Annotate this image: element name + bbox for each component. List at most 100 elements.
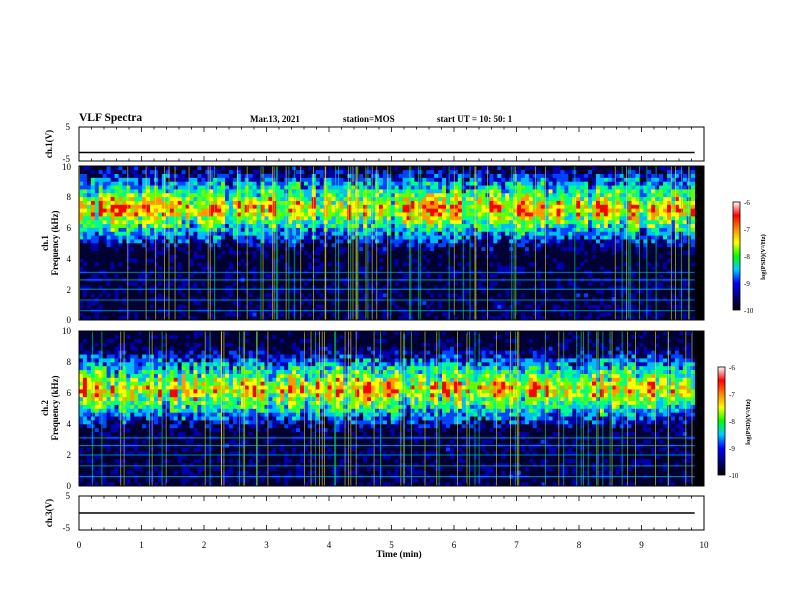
spectrogram-cell — [236, 196, 242, 201]
spectrogram-cell — [153, 169, 159, 174]
spectrogram-cell — [197, 173, 202, 178]
spectrogram-cell — [505, 189, 510, 194]
spectrogram-cell — [453, 250, 459, 255]
spectrogram-cell — [181, 239, 186, 244]
spectrogram-cell — [146, 219, 151, 225]
spectrogram-cell — [343, 239, 348, 244]
spectrogram-cell — [315, 185, 321, 190]
spectrogram-cell — [193, 262, 198, 267]
spectrogram-cell — [165, 212, 171, 217]
spectrogram-cell — [394, 273, 400, 278]
spectrogram-cell — [481, 231, 486, 236]
spectrogram-cell — [497, 243, 502, 248]
spectrogram-cell — [213, 204, 218, 209]
spectrogram-cell — [240, 204, 246, 209]
spectrogram-cell — [228, 192, 234, 198]
spectrogram-cell — [540, 239, 546, 244]
spectrogram-cell — [331, 296, 336, 302]
spectrogram-cell — [146, 285, 151, 290]
spectrogram-cell — [189, 216, 194, 221]
spectrogram-cell — [461, 177, 467, 182]
spectrogram-cell — [446, 227, 451, 232]
spectrogram-cell — [513, 196, 518, 201]
spectrogram-cell — [465, 266, 471, 271]
spectrogram-cell — [402, 235, 407, 240]
spectrogram-cell — [82, 262, 88, 267]
spectrogram-cell — [173, 239, 179, 244]
spectrogram-cell — [319, 304, 325, 309]
spectrogram-cell — [276, 177, 281, 182]
spectrogram-cell — [339, 219, 344, 225]
spectrogram-cell — [102, 204, 107, 209]
spectrogram-cell — [102, 281, 107, 286]
spectrogram-cell — [501, 239, 506, 244]
spectrogram-cell — [461, 316, 467, 321]
spectrogram-cell — [157, 166, 163, 171]
spectrogram-cell — [217, 216, 222, 221]
spectrogram-cell — [134, 312, 139, 317]
spectrogram-cell — [217, 181, 222, 186]
spectrogram-cell — [307, 316, 313, 321]
spectrogram-cell — [153, 235, 159, 240]
spectrogram-cell — [347, 219, 352, 225]
spectrogram-cell — [513, 166, 518, 171]
spectrogram-cell — [303, 166, 309, 171]
spectrogram-cell — [217, 250, 222, 255]
spectrogram-cell — [189, 177, 194, 182]
spectrogram-cell — [489, 235, 494, 240]
spectrogram-cell — [453, 177, 459, 182]
spectrogram-cell — [343, 173, 348, 178]
spectrogram-cell — [513, 273, 518, 278]
spectrogram-cell — [79, 185, 84, 190]
spectrogram-cell — [501, 289, 506, 294]
spectrogram-cell — [367, 169, 372, 174]
spectrogram-cell — [556, 169, 561, 174]
spectrogram-cell — [79, 266, 84, 271]
spectrogram-cell — [110, 212, 115, 217]
spectrogram-cell — [434, 208, 439, 213]
spectrogram-cell — [268, 173, 273, 178]
spectrogram-cell — [327, 285, 332, 290]
spectrogram-cell — [217, 231, 222, 236]
spectrogram-cell — [453, 227, 459, 232]
spectrogram-cell — [493, 316, 498, 321]
spectrogram-cell — [205, 200, 210, 205]
spectrogram-cell — [489, 227, 494, 232]
spectrogram-cell — [402, 166, 407, 171]
spectrogram-cell — [449, 262, 455, 267]
spectrogram-cell — [311, 304, 317, 309]
spectrogram-cell — [465, 296, 471, 302]
spectrogram-cell — [248, 296, 253, 302]
spectrogram-cell — [126, 304, 131, 309]
spectrogram-cell — [114, 235, 119, 240]
spectrogram-cell — [390, 189, 396, 194]
spectrogram-cell — [185, 258, 190, 263]
spectrogram-cell — [422, 246, 427, 251]
spectrogram-cell — [371, 173, 376, 178]
spectrogram-cell — [82, 216, 88, 221]
spectrogram-cell — [414, 273, 419, 278]
spectrogram-cell — [442, 312, 447, 317]
spectrogram-cell — [446, 223, 451, 228]
spectrogram-cell — [465, 192, 471, 198]
spectrogram-cell — [517, 181, 522, 186]
spectrogram-cell — [165, 285, 171, 290]
spectrogram-cell — [122, 235, 127, 240]
spectrogram-cell — [548, 169, 553, 174]
spectrogram-cell — [481, 192, 486, 198]
spectrogram-cell — [90, 169, 96, 174]
spectrogram-cell — [197, 231, 202, 236]
spectrogram-cell — [426, 281, 431, 286]
spectrogram-cell — [118, 239, 123, 244]
spectrogram-cell — [138, 192, 143, 198]
spectrogram-cell — [138, 243, 143, 248]
spectrogram-cell — [343, 262, 348, 267]
spectrogram-cell — [276, 166, 281, 171]
spectrogram-cell — [134, 285, 139, 290]
spectrogram-cell — [371, 296, 376, 302]
spectrogram-cell — [449, 239, 455, 244]
spectrogram-cell — [161, 177, 167, 182]
spectrogram-cell — [90, 262, 96, 267]
spectrogram-cell — [193, 189, 198, 194]
spectrogram-cell — [197, 243, 202, 248]
